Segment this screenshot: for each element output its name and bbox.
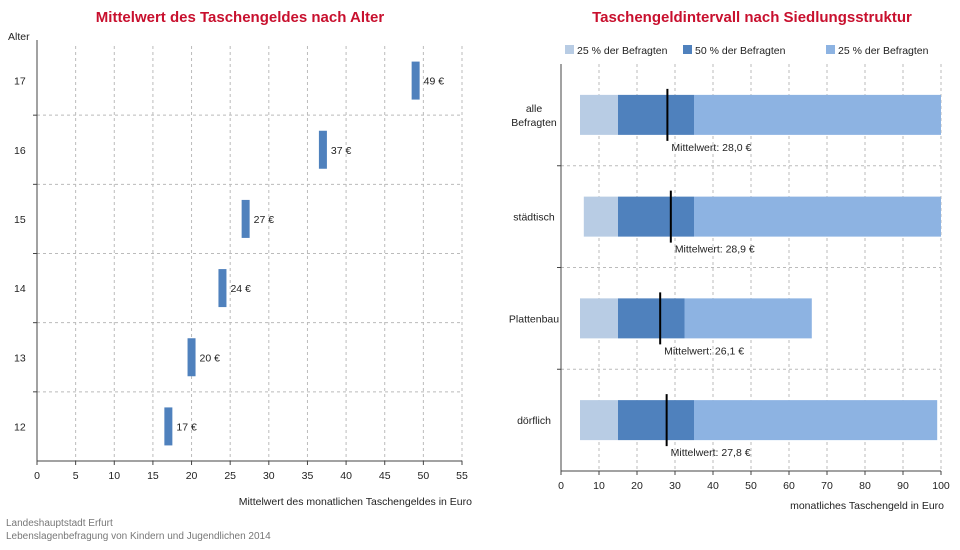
right-category-label-line: Befragten [511,117,557,129]
mean-label: Mittelwert: 28,9 € [675,244,755,256]
left-y-axis-label: Alter [8,31,30,43]
interval-segment [583,196,618,237]
right-x-axis-label: monatliches Taschengeld in Euro [790,500,944,512]
left-category-label: 15 [14,214,26,226]
left-bar [241,199,250,238]
left-bar-value-label: 37 € [331,145,352,157]
source-line-1: Landeshauptstadt Erfurt [6,518,113,529]
legend-label: 50 % der Befragten [695,45,786,57]
left-bar-value-label: 27 € [254,214,275,226]
left-category-label: 16 [14,145,26,157]
right-x-tick-label: 30 [669,480,681,492]
left-chart-title: Mittelwert des Taschengeldes nach Alter [96,9,385,26]
left-x-tick-label: 40 [340,470,352,482]
left-category-label: 13 [14,352,26,364]
interval-segment [580,400,618,441]
left-gridlines [37,46,463,461]
left-bar-value-label: 20 € [200,352,221,364]
legend-swatch [826,45,835,54]
right-x-tick-label: 60 [783,480,795,492]
left-x-tick-label: 35 [302,470,314,482]
right-x-tick-label: 10 [593,480,605,492]
left-bar [411,61,420,100]
left-bar-value-label: 17 € [176,421,197,433]
right-category-label-line: städtisch [513,212,555,224]
left-bar-value-label: 24 € [230,283,251,295]
left-x-tick-label: 30 [263,470,275,482]
left-bar [318,130,327,169]
left-category-label: 14 [14,283,26,295]
right-category-label: städtisch [513,212,555,224]
right-x-tick-label: 0 [558,480,564,492]
right-category-label-line: Plattenbau [509,313,559,325]
mean-label: Mittelwert: 26,1 € [664,345,744,357]
interval-segment [580,94,618,135]
interval-segment [618,196,694,237]
left-category-label: 17 [14,76,26,88]
interval-segment [618,298,685,339]
mean-label: Mittelwert: 28,0 € [671,142,751,154]
legend-swatch [565,45,574,54]
right-x-tick-label: 40 [707,480,719,492]
source-line-2: Lebenslagenbefragung von Kindern und Jug… [6,531,271,542]
left-bar [164,407,173,446]
right-x-tick-label: 100 [932,480,950,492]
left-x-tick-label: 15 [147,470,159,482]
left-x-tick-label: 55 [456,470,468,482]
left-x-tick-label: 50 [418,470,430,482]
interval-segment [694,400,938,441]
right-category-label: Plattenbau [509,313,559,325]
right-legend: 25 % der Befragten 50 % der Befragten 25 %… [565,45,929,57]
left-bar [218,269,227,308]
left-x-axis-label: Mittelwert des monatlichen Taschengeldes… [239,496,472,508]
interval-segment [618,94,694,135]
right-x-tick-label: 20 [631,480,643,492]
left-x-tick-label: 25 [224,470,236,482]
left-bar-value-label: 49 € [424,76,445,88]
legend-label: 25 % der Befragten [838,45,929,57]
right-category-label: alle Befragten [511,103,557,129]
left-category-label: 12 [14,421,26,433]
right-x-tick-label: 70 [821,480,833,492]
right-category-label: dörflich [517,415,551,427]
right-category-label-line: alle [526,103,543,115]
left-bar [187,338,196,377]
right-bars: Mittelwert: 28,0 € Mittelwert: 28,9 € Mitt… [580,88,941,459]
left-bars: 49 € 37 € 27 € 24 € 20 € 17 € [164,61,445,446]
right-axes: 0 10 20 30 40 50 60 70 80 90 100 alle Befragten städt… [509,64,950,492]
left-axes: 0 5 10 15 20 25 30 35 40 45 50 55 17 16 15 14 13 12 [14,40,468,482]
left-x-tick-label: 20 [186,470,198,482]
left-x-tick-label: 10 [108,470,120,482]
interval-segment [580,298,618,339]
right-category-label-line: dörflich [517,415,551,427]
interval-segment [694,94,941,135]
legend-swatch [683,45,692,54]
right-x-tick-label: 50 [745,480,757,492]
right-chart-title: Taschengeldintervall nach Siedlungsstruk… [592,9,912,26]
interval-segment [694,196,941,237]
right-x-tick-label: 80 [859,480,871,492]
mean-label: Mittelwert: 27,8 € [671,447,751,459]
left-x-tick-label: 45 [379,470,391,482]
left-x-tick-label: 0 [34,470,40,482]
interval-segment [684,298,812,339]
interval-segment [618,400,694,441]
right-x-tick-label: 90 [897,480,909,492]
legend-label: 25 % der Befragten [577,45,668,57]
left-x-tick-label: 5 [73,470,79,482]
